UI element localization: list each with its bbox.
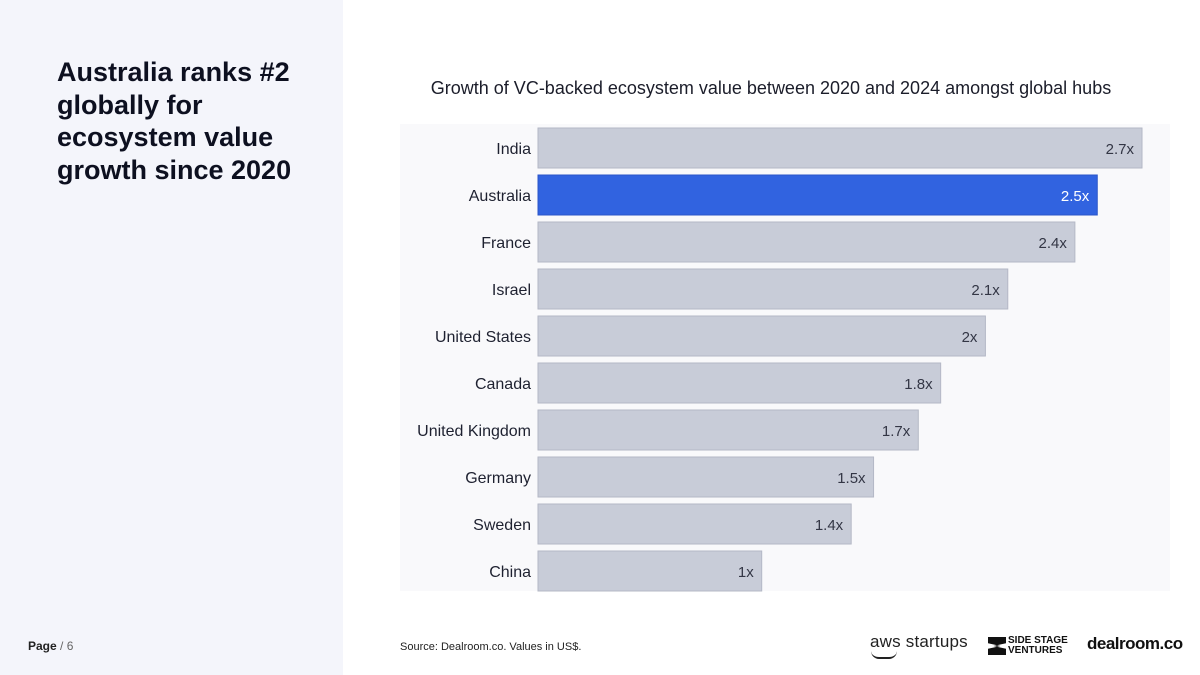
value-label: 2.7x	[1106, 141, 1135, 158]
aws-startups-logo-text: aws startups	[870, 632, 968, 651]
bar-united-kingdom	[537, 409, 919, 451]
bar-sweden	[537, 503, 852, 545]
value-label: 1.7x	[882, 423, 911, 440]
bar-france	[537, 221, 1076, 263]
chart-title: Growth of VC-backed ecosystem value betw…	[430, 78, 1112, 98]
bar-india	[537, 127, 1143, 169]
bar-israel	[537, 268, 1009, 310]
page-number: Page / 6	[28, 639, 73, 653]
category-label: China	[489, 564, 531, 581]
category-label: Sweden	[473, 517, 531, 534]
dealroom-logo: dealroom.co	[1087, 634, 1183, 653]
side-stage-ventures-logo: SIDE STAGE VENTURES	[988, 636, 1068, 658]
source-note: Source: Dealroom.co. Values in US$.	[400, 641, 582, 653]
ssv-logo-line1: SIDE STAGE	[1008, 635, 1068, 646]
category-label: United Kingdom	[417, 423, 531, 440]
value-label: 2x	[962, 329, 978, 346]
value-label: 1.4x	[815, 517, 844, 534]
bar-canada	[537, 362, 942, 404]
page-separator: /	[56, 639, 67, 653]
page-title: Australia ranks #2 globally for ecosyste…	[57, 57, 292, 185]
category-label: India	[496, 141, 531, 158]
value-label: 2.5x	[1061, 188, 1090, 205]
value-label: 2.4x	[1039, 235, 1068, 252]
value-label: 1x	[738, 564, 754, 581]
page-label: Page	[28, 639, 57, 653]
bar-germany	[537, 456, 875, 498]
category-label: Israel	[492, 282, 531, 299]
left-panel	[0, 0, 343, 675]
value-label: 1.8x	[904, 376, 933, 393]
category-label: Germany	[465, 470, 531, 487]
aws-smile-icon	[871, 651, 897, 659]
ssv-logo-line2: VENTURES	[1008, 645, 1063, 656]
value-label: 1.5x	[837, 470, 866, 487]
page-number-value: 6	[66, 639, 74, 653]
bar-australia	[537, 174, 1098, 216]
category-label: Australia	[469, 188, 531, 205]
value-label: 2.1x	[971, 282, 1000, 299]
category-label: France	[481, 235, 531, 252]
ssv-mark-icon	[988, 637, 1006, 655]
category-label: Canada	[475, 376, 531, 393]
bar-united-states	[537, 315, 986, 357]
bar-china	[537, 550, 763, 592]
category-label: United States	[435, 329, 531, 346]
aws-startups-logo: aws startups	[870, 632, 968, 659]
